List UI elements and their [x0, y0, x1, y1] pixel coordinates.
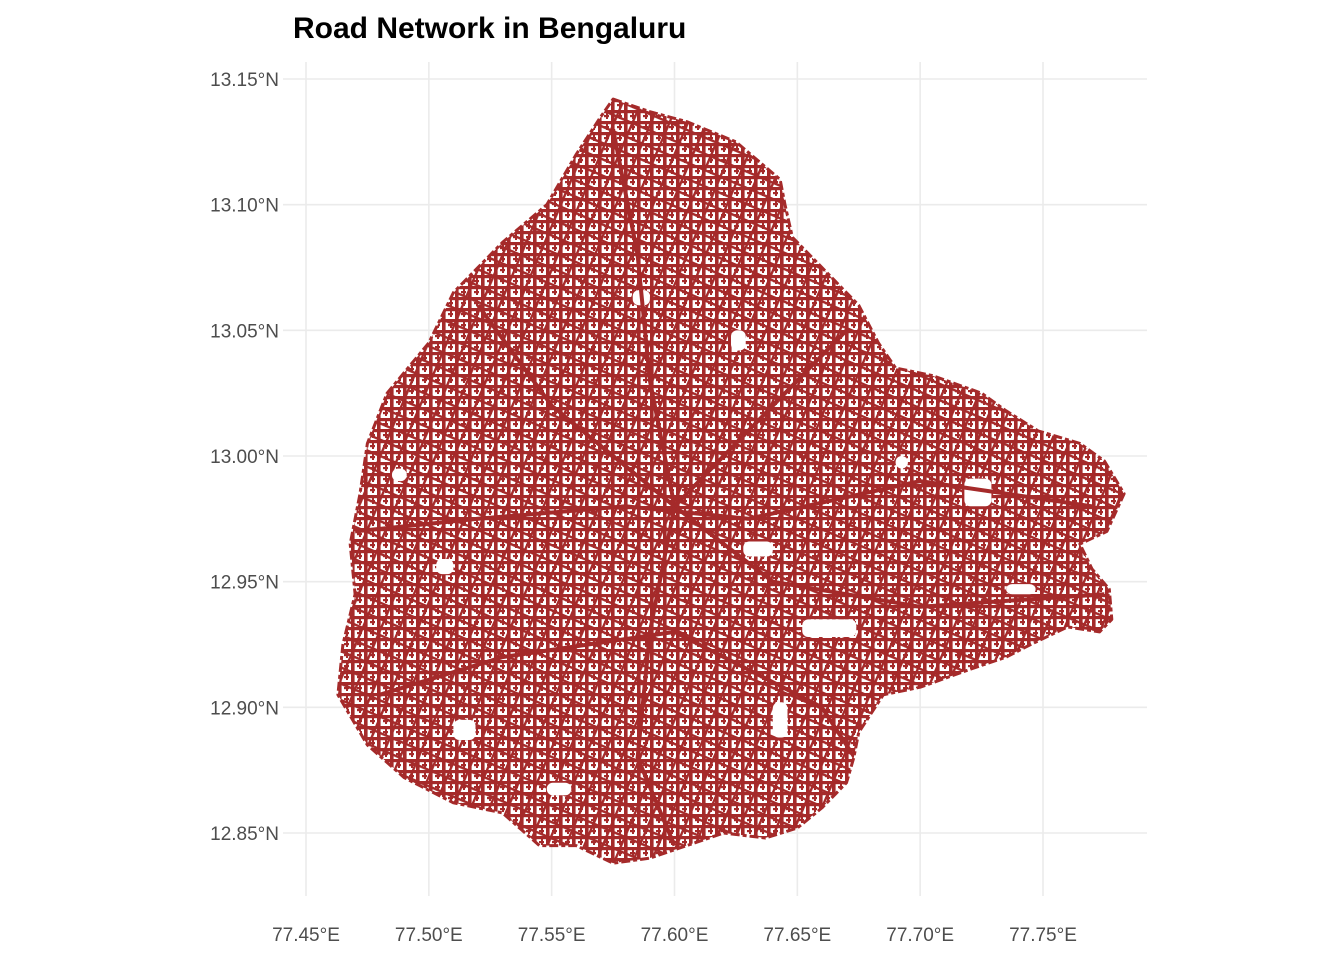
road-mesh-diagonal: [337, 99, 1125, 864]
open-area-gap: [453, 719, 476, 741]
arterial-road: [476, 304, 676, 508]
arterial-road: [379, 629, 873, 784]
x-tick-label: 77.60°E: [641, 925, 709, 946]
x-tick-label: 77.65°E: [763, 925, 831, 946]
x-axis-tick-labels: 77.45°E 77.50°E 77.55°E 77.60°E 77.65°E 77.70…: [272, 925, 1077, 946]
open-area-gap: [743, 541, 773, 557]
network-edge: [336, 97, 1126, 865]
arterial-road: [354, 479, 1093, 534]
open-area-gap: [436, 559, 454, 575]
open-area-gap: [895, 456, 908, 469]
x-tick-label: 77.75°E: [1009, 925, 1077, 946]
open-area-gap: [802, 619, 857, 637]
open-area-gap: [391, 468, 407, 482]
y-axis-tick-labels: 12.85°N 12.90°N 12.95°N 13.00°N 13.05°N 13.10…: [210, 70, 279, 845]
y-tick-label: 13.15°N: [210, 70, 279, 91]
arterial-road: [611, 128, 677, 507]
y-tick-label: 12.85°N: [210, 824, 279, 845]
open-area-gap: [546, 782, 572, 796]
x-tick-label: 77.70°E: [886, 925, 954, 946]
open-area-gap: [1006, 584, 1036, 595]
x-tick-label: 77.45°E: [272, 925, 340, 946]
arterial-road: [635, 505, 677, 847]
y-tick-label: 13.05°N: [210, 321, 279, 342]
x-tick-label: 77.55°E: [518, 925, 586, 946]
y-tick-label: 13.00°N: [210, 447, 279, 468]
arterial-road: [673, 504, 1105, 609]
y-tick-label: 13.10°N: [210, 196, 279, 217]
open-area-gap: [772, 702, 788, 738]
y-tick-label: 12.90°N: [210, 698, 279, 719]
map-title: Road Network in Bengaluru: [293, 12, 687, 45]
open-area-gap: [964, 478, 992, 507]
road-network-body: [337, 99, 1125, 864]
arterial-road: [673, 328, 848, 508]
open-area-gap: [731, 330, 746, 351]
road-network: [336, 97, 1126, 865]
x-tick-label: 77.50°E: [395, 925, 463, 946]
y-tick-label: 12.95°N: [210, 573, 279, 594]
